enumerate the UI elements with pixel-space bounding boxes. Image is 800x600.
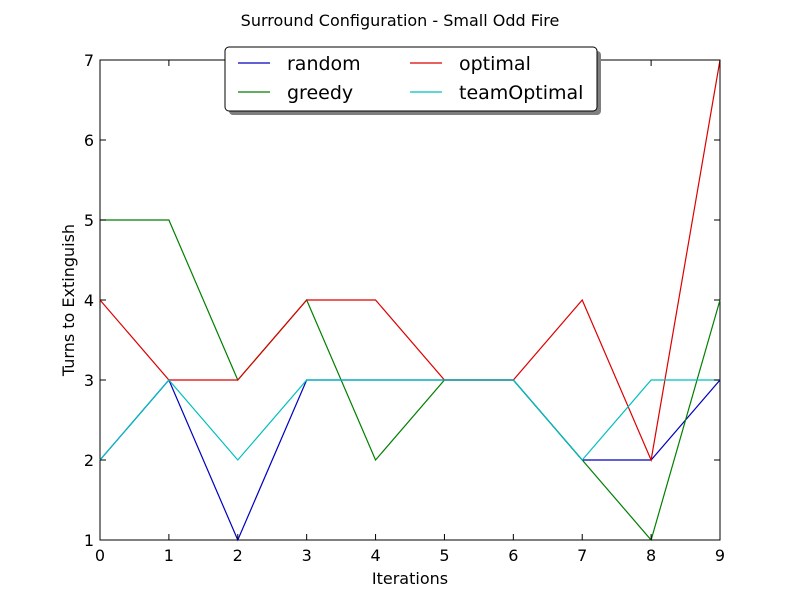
plot-area — [99, 59, 721, 541]
legend: random greedy optimal teamOptimal — [224, 46, 601, 115]
legend-label-optimal: optimal — [459, 53, 531, 75]
x-tick-label: 1 — [164, 546, 174, 565]
x-axis-label: Iterations — [372, 569, 448, 588]
x-tick-label: 5 — [439, 546, 449, 565]
legend-box — [224, 46, 598, 112]
legend-label-greedy: greedy — [287, 82, 353, 104]
chart-title: Surround Configuration - Small Odd Fire — [241, 11, 560, 30]
legend-label-teamOptimal: teamOptimal — [459, 82, 583, 104]
series-line-optimal — [99, 59, 721, 463]
y-tick-label: 3 — [84, 371, 94, 390]
x-tick-label: 3 — [302, 546, 312, 565]
y-tick-label: 1 — [84, 531, 94, 550]
y-axis-label: Turns to Extinguish — [59, 224, 78, 377]
series-line-teamOptimal — [99, 379, 720, 461]
series-layer — [99, 59, 721, 542]
legend-entries: random greedy optimal teamOptimal — [238, 53, 583, 104]
y-tick-label: 4 — [84, 291, 94, 310]
x-tick-label: 0 — [95, 546, 105, 565]
x-tick-label: 7 — [577, 546, 587, 565]
y-tick-label: 2 — [84, 451, 94, 470]
series-line-greedy — [100, 219, 721, 542]
x-tick-label: 2 — [233, 546, 243, 565]
x-tick-label: 8 — [646, 546, 656, 565]
x-tick-label: 4 — [370, 546, 380, 565]
y-tick-label: 6 — [84, 131, 94, 150]
x-tick-label: 6 — [508, 546, 518, 565]
legend-label-random: random — [287, 53, 361, 75]
x-tick-label: 9 — [715, 546, 725, 565]
y-tick-label: 5 — [84, 211, 94, 230]
y-tick-label: 7 — [84, 51, 94, 70]
